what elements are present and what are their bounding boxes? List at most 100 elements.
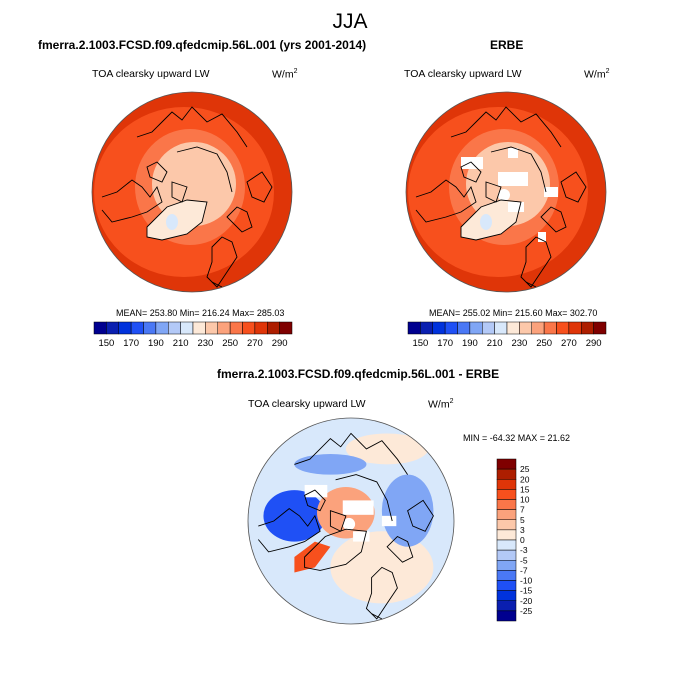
- colorbar-tick-label: 170: [437, 338, 453, 349]
- colorbar-box: [457, 321, 471, 335]
- coastlines: [415, 106, 587, 288]
- colorbar-box: [192, 321, 206, 335]
- missing-data-patch: [381, 515, 397, 527]
- colorbar-tick-label: 270: [247, 338, 263, 349]
- colorbar-tick-label: 20: [520, 474, 530, 484]
- colorbar-box: [496, 590, 517, 601]
- coastline: [304, 528, 367, 571]
- coastlines: [257, 432, 434, 620]
- colorbar-tick-label: 250: [222, 338, 238, 349]
- colorbar-box: [506, 321, 520, 335]
- panel3-units-base: W/m: [428, 398, 450, 411]
- panel1-title: fmerra.2.1003.FCSD.f09.qfedcmip.56L.001 …: [38, 38, 367, 52]
- panel1-units-sup: 2: [293, 68, 298, 75]
- map-border: [247, 417, 455, 625]
- region-greenland-west: [294, 541, 331, 573]
- colorbar-box: [496, 570, 517, 581]
- colorbar-box: [496, 529, 517, 541]
- colorbar-tick-label: 230: [197, 338, 213, 349]
- colorbar-tick-label: 210: [487, 338, 503, 349]
- panel2-units-sup: 2: [605, 68, 610, 75]
- colorbar-box: [496, 509, 517, 520]
- colorbar-box: [229, 321, 243, 335]
- panel3-variable-label: TOA clearsky upward LW: [248, 398, 366, 410]
- map-panel-3: [247, 417, 455, 625]
- coastline: [450, 106, 562, 148]
- colorbar-box: [217, 321, 231, 335]
- colorbar-box: [496, 499, 517, 510]
- colorbar-box: [496, 560, 517, 571]
- missing-data-patch: [508, 148, 518, 158]
- colorbar-box: [556, 321, 570, 335]
- colorbar-box: [155, 321, 169, 335]
- region-canadian-archipelago: [263, 490, 326, 542]
- coastline: [525, 281, 537, 288]
- missing-data-patch: [508, 202, 524, 212]
- coastline: [386, 535, 414, 563]
- colorbar-box: [496, 600, 517, 612]
- colorbar-box: [531, 321, 545, 335]
- colorbar-box: [432, 321, 446, 335]
- colorbar-box: [496, 580, 517, 591]
- panel2-variable-label: TOA clearsky upward LW: [404, 68, 522, 80]
- map-field-2: [406, 92, 606, 292]
- panel1-variable-label: TOA clearsky upward LW: [92, 68, 210, 80]
- colorbar-box: [469, 321, 483, 335]
- colorbar-box: [143, 321, 157, 335]
- colorbar-box: [494, 321, 508, 335]
- colorbar-box: [496, 539, 517, 551]
- colorbar-tick-label: -10: [520, 576, 533, 586]
- colorbar-tick-label: 7: [520, 505, 525, 515]
- colorbar-box: [168, 321, 181, 335]
- coastlines: [101, 106, 273, 288]
- coastline: [176, 146, 233, 193]
- colorbar-box: [496, 458, 517, 470]
- missing-data-patch: [342, 500, 374, 515]
- colorbar-tick-label: 10: [520, 495, 530, 505]
- coastline: [211, 281, 223, 288]
- coastline: [407, 499, 434, 532]
- colorbar-box: [407, 321, 421, 335]
- colorbar-tick-label: 25: [520, 464, 530, 474]
- panel3-units-sup: 2: [449, 398, 454, 405]
- colorbar-tick-label: 5: [520, 515, 525, 525]
- colorbar-tick-label: 190: [462, 338, 478, 349]
- coastline: [246, 171, 273, 203]
- colorbar-box: [130, 321, 144, 335]
- colorbar-tick-label: 290: [272, 338, 288, 349]
- missing-data-patch: [538, 232, 546, 242]
- colorbar-box: [106, 321, 119, 335]
- colorbar-tick-label: 250: [536, 338, 552, 349]
- colorbar-tick-label: 170: [123, 338, 139, 349]
- colorbar-tick-label: -3: [520, 545, 528, 555]
- colorbar-2: 150 170 190 210 230 250 270 290: [407, 321, 607, 349]
- colorbar-1: 150 170 190 210 230 250 270 290: [93, 321, 293, 349]
- colorbar-box: [593, 321, 607, 335]
- coastline: [304, 489, 326, 512]
- colorbar-box: [242, 321, 256, 335]
- colorbar-tick-label: -15: [520, 586, 533, 596]
- colorbar-box: [496, 468, 517, 480]
- coastline: [490, 146, 547, 193]
- coastline: [146, 199, 208, 241]
- colorbar-tick-label: -20: [520, 596, 533, 606]
- panel2-title: ERBE: [490, 38, 524, 52]
- panel3-units: W/m2: [428, 398, 453, 411]
- colorbar-box: [482, 321, 495, 335]
- colorbar-tick-label: 230: [511, 338, 527, 349]
- colorbar-box: [254, 321, 268, 335]
- coastline: [226, 206, 253, 233]
- colorbar-tick-label: 190: [148, 338, 164, 349]
- colorbar-tick-label: 270: [561, 338, 577, 349]
- colorbar-box: [496, 479, 517, 490]
- map-border: [405, 91, 607, 293]
- panel1-units-base: W/m: [272, 68, 294, 81]
- map-panel-1: [91, 91, 293, 293]
- colorbar-tick-label: 150: [412, 338, 428, 349]
- colorbar-box: [496, 489, 517, 500]
- panel3-title: fmerra.2.1003.FCSD.f09.qfedcmip.56L.001 …: [217, 367, 500, 381]
- map-field-1: [92, 92, 292, 292]
- colorbar-box: [267, 321, 280, 335]
